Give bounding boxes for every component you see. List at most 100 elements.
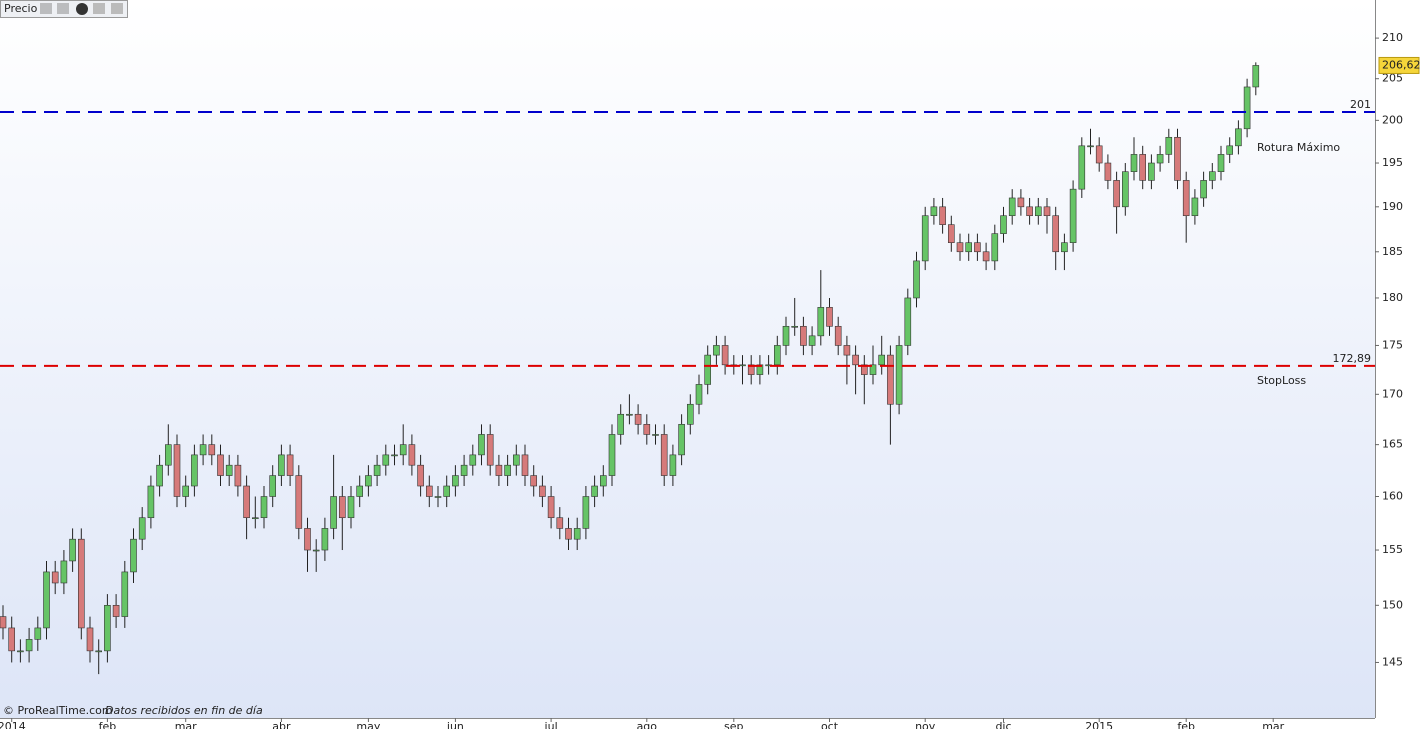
candle-body — [860, 364, 868, 375]
y-tick-label: 195 — [1382, 156, 1403, 169]
last-price-label: 206,62 — [1382, 58, 1421, 71]
y-tick-label: 175 — [1382, 338, 1403, 351]
candle-body — [965, 242, 973, 253]
candle-body — [834, 325, 842, 346]
x-tick-label: feb — [99, 720, 117, 729]
candle-body — [634, 413, 642, 425]
candle-body — [678, 424, 685, 456]
footer-source: © ProRealTime.com — [3, 704, 113, 717]
x-tick-label: jun — [446, 720, 464, 729]
candle-body — [773, 345, 781, 366]
candle-body — [156, 464, 163, 487]
candle-body — [1130, 154, 1138, 172]
x-tick-label: 2015 — [1085, 720, 1113, 729]
candle-body — [565, 528, 572, 540]
candle-body — [782, 325, 790, 346]
candle-body — [895, 345, 903, 405]
candle-body — [278, 454, 285, 476]
candle-body — [626, 413, 633, 416]
candle-body — [112, 605, 120, 617]
y-tick-label: 170 — [1382, 387, 1403, 400]
candle-body — [1191, 197, 1199, 217]
last-price-badge — [1378, 56, 1420, 74]
candle-body — [1095, 145, 1103, 164]
candle-body — [286, 454, 294, 476]
icon[interactable] — [93, 3, 105, 14]
candle-body — [582, 496, 590, 529]
candle-body — [25, 639, 33, 652]
x-tick-label: mar — [1262, 720, 1284, 729]
candle-body — [1035, 206, 1042, 217]
candle-body — [556, 517, 564, 529]
x-tick-label: feb — [1177, 720, 1195, 729]
candle-body — [669, 454, 677, 476]
candle-body — [843, 345, 851, 356]
candle-body — [51, 571, 59, 584]
candle-body — [452, 475, 459, 487]
candle-body — [982, 251, 990, 262]
y-tick-label: 155 — [1382, 543, 1403, 556]
candle-body — [34, 627, 42, 640]
candle-body — [173, 444, 181, 497]
candle-body — [547, 496, 555, 519]
candle-body — [147, 485, 155, 519]
candle-body — [304, 528, 311, 551]
candle-body — [608, 434, 616, 476]
candle-body — [1113, 180, 1120, 208]
candle-body — [756, 364, 764, 375]
candle-body — [904, 297, 912, 346]
candle-body — [1008, 197, 1016, 217]
icon[interactable] — [111, 3, 123, 14]
candle-body — [939, 206, 946, 225]
y-tick-label: 145 — [1382, 655, 1403, 668]
candle-body — [408, 444, 416, 466]
close-icon[interactable] — [76, 3, 88, 15]
candle-body — [321, 528, 329, 551]
candle-body — [1209, 171, 1216, 181]
level-note: StopLoss — [1257, 374, 1306, 387]
candle-body — [60, 560, 68, 584]
candle-body — [243, 485, 250, 519]
y-tick-label: 165 — [1382, 438, 1403, 451]
candle-body — [295, 475, 303, 529]
candle-body — [913, 260, 920, 299]
y-tick-label: 205 — [1382, 72, 1403, 85]
candle-body — [391, 454, 398, 457]
candle-body — [1017, 197, 1025, 208]
candle-body — [1139, 154, 1146, 181]
y-tick-label: 185 — [1382, 245, 1403, 258]
candle-body — [695, 384, 703, 405]
candle-body — [521, 454, 529, 476]
candle-body — [974, 242, 981, 253]
x-tick-label: oct — [821, 720, 839, 729]
candle-body — [460, 464, 468, 476]
candle-body — [512, 454, 520, 466]
candle-body — [1078, 145, 1086, 190]
candle-body — [878, 354, 886, 366]
x-tick-label: nov — [915, 720, 936, 729]
x-tick-label: mar — [175, 720, 197, 729]
candle-body — [208, 444, 216, 456]
candle-body — [800, 325, 807, 346]
candle-body — [165, 444, 172, 466]
candle-body — [234, 464, 242, 487]
candle-body — [643, 424, 651, 435]
candle-body — [1243, 86, 1251, 130]
icon[interactable] — [40, 3, 52, 14]
candle-body — [252, 517, 259, 520]
icon[interactable] — [57, 3, 69, 14]
candle-body — [713, 345, 720, 356]
candle-body — [78, 538, 85, 629]
header-title: Precio — [4, 2, 38, 15]
candle-body — [869, 364, 877, 375]
candle-body — [43, 571, 50, 629]
candle-body — [826, 307, 833, 327]
candle-body — [0, 616, 7, 629]
candle-body — [652, 434, 659, 436]
x-tick-label: 2014 — [0, 720, 26, 729]
candle-body — [1052, 215, 1059, 253]
candle-body — [1182, 180, 1190, 217]
candle-body — [956, 242, 964, 253]
x-tick-label: sep — [724, 720, 743, 729]
